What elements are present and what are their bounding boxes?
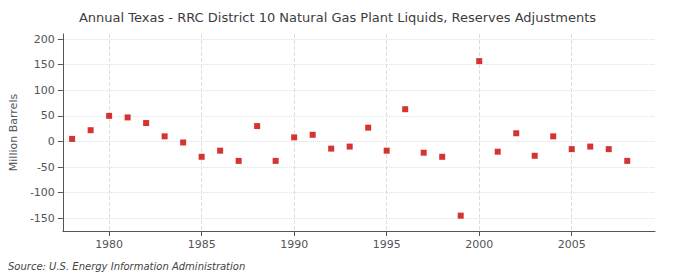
svg-text:0: 0	[48, 135, 55, 148]
svg-text:Source: U.S. Energy Informatio: Source: U.S. Energy Information Administ…	[8, 261, 245, 272]
svg-text:50: 50	[41, 109, 55, 122]
svg-text:1980: 1980	[95, 238, 123, 251]
svg-text:Million Barrels: Million Barrels	[7, 94, 20, 172]
svg-text:Annual Texas - RRC District 10: Annual Texas - RRC District 10 Natural G…	[79, 10, 596, 25]
svg-text:1985: 1985	[188, 238, 216, 251]
svg-text:150: 150	[34, 58, 55, 71]
svg-text:200: 200	[34, 33, 55, 46]
svg-text:100: 100	[34, 84, 55, 97]
svg-text:-100: -100	[30, 186, 55, 199]
svg-text:-150: -150	[30, 212, 55, 225]
svg-text:-50: -50	[37, 161, 55, 174]
svg-text:2005: 2005	[558, 238, 586, 251]
svg-text:2000: 2000	[465, 238, 493, 251]
svg-text:1995: 1995	[373, 238, 401, 251]
svg-text:1990: 1990	[280, 238, 308, 251]
